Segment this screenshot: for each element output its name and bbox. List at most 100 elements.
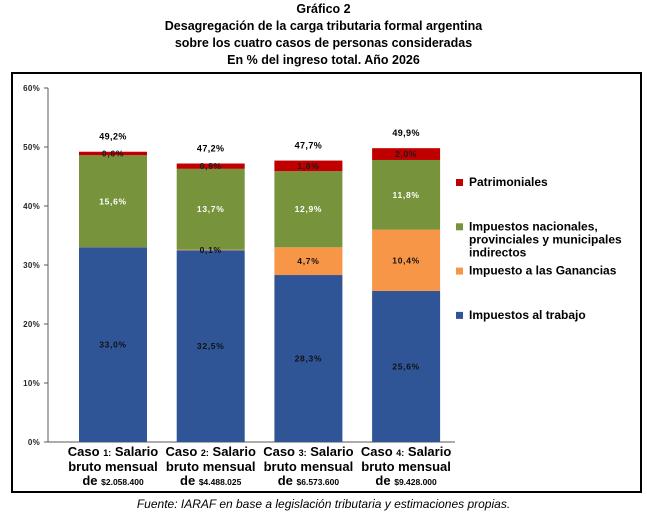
bar-segment-impuestos-al-trabajo xyxy=(372,290,441,442)
y-tick-label: 30% xyxy=(23,261,40,270)
case-word: Caso xyxy=(166,444,201,459)
data-label-patrimoniales: 2,0% xyxy=(395,149,417,159)
legend-label-line: Impuesto a las Ganancias xyxy=(469,264,617,278)
bar-segment-impuestos-nacionales-provinciales-y-municipales-indirectos xyxy=(372,159,441,230)
amount-prefix: de xyxy=(375,473,394,488)
legend-label-line: Impuestos nacionales, xyxy=(469,219,598,233)
amount-prefix: de xyxy=(82,473,101,488)
figure-label: Gráfico 2 xyxy=(296,2,351,16)
legend-item-impuesto-a-las-ganancias: Impuesto a las Ganancias xyxy=(456,264,617,278)
x-tick-label-line-2: bruto mensual xyxy=(361,459,451,474)
y-tick-label: 10% xyxy=(23,379,40,388)
y-tick-label: 0% xyxy=(28,438,40,447)
bar-segment-impuestos-al-trabajo xyxy=(79,247,147,442)
legend-label: Impuestos nacionales, provinciales y muni… xyxy=(469,219,622,259)
figure-header: Gráfico 2 Desagregación de la carga trib… xyxy=(0,1,647,69)
data-label-impuestos-nacionales-provinciales-y-municipales-indirectos: 13,7% xyxy=(197,204,225,214)
y-tick-label: 20% xyxy=(23,320,40,329)
data-label-patrimoniales: 0,6% xyxy=(102,148,124,158)
salary-amount: $9.428.000 xyxy=(394,477,437,487)
salary-word: Salario xyxy=(307,444,354,459)
data-label-impuestos-al-trabajo: 25,6% xyxy=(392,361,420,371)
bar-segment-impuesto-a-las-ganancias xyxy=(176,249,245,251)
total-label: 47,2% xyxy=(197,144,225,154)
bar-segment-impuestos-al-trabajo xyxy=(176,250,245,442)
case-number: 1: xyxy=(103,448,111,458)
bar-segment-impuesto-a-las-ganancias xyxy=(274,247,343,276)
salary-word: Salario xyxy=(404,444,451,459)
total-label: 49,9% xyxy=(392,128,420,138)
x-tick-label-line-2: bruto mensual xyxy=(264,459,354,474)
case-word: Caso xyxy=(68,444,103,459)
data-label-patrimoniales: 1,8% xyxy=(297,161,319,171)
data-label-impuestos-al-trabajo: 32,5% xyxy=(197,341,225,351)
data-label-impuestos-nacionales-provinciales-y-municipales-indirectos: 15,6% xyxy=(99,196,127,206)
bar-stack-2 xyxy=(176,163,245,442)
x-tick-label-line-1: Caso 1: Salario xyxy=(68,444,158,459)
data-label-impuestos-nacionales-provinciales-y-municipales-indirectos: 12,9% xyxy=(295,204,323,214)
data-label-impuesto-a-las-ganancias: 10,4% xyxy=(392,255,420,265)
legend-label-line: Impuestos al trabajo xyxy=(469,308,586,322)
case-number: 3: xyxy=(299,448,307,458)
chart-subtitle: En % del ingreso total. Año 2026 xyxy=(227,53,420,67)
bar-segment-patrimoniales xyxy=(176,163,245,169)
legend-label: Impuestos al trabajo xyxy=(469,308,586,322)
salary-word: Salario xyxy=(209,444,256,459)
legend-swatch xyxy=(456,179,463,186)
case-number: 2: xyxy=(201,448,209,458)
x-tick-label-line-1: Caso 4: Salario xyxy=(361,444,451,459)
legend-swatch xyxy=(456,223,463,231)
legend-label: Patrimoniales xyxy=(469,175,548,189)
legend: Patrimoniales Impuestos nacionales, provin… xyxy=(456,175,622,322)
bar-segment-impuestos-nacionales-provinciales-y-municipales-indirectos xyxy=(274,171,343,248)
bar-segment-patrimoniales xyxy=(372,148,441,160)
y-tick-label: 40% xyxy=(23,202,40,211)
y-tick-label: 60% xyxy=(23,84,40,93)
y-tick-label: 50% xyxy=(23,143,40,152)
data-label-impuesto-a-las-ganancias: 4,7% xyxy=(297,256,319,266)
legend-item-impuestos-al-trabajo: Impuestos al trabajo xyxy=(456,308,586,322)
x-tick-label-line-2: bruto mensual xyxy=(166,459,256,474)
bar-segment-impuestos-al-trabajo xyxy=(274,275,343,442)
legend-label: Impuesto a las Ganancias xyxy=(469,264,617,278)
x-tick-label-line-2: bruto mensual xyxy=(68,459,158,474)
y-ticks: 0% 10% 20% 30% 40% 50% 60% xyxy=(23,84,48,447)
amount-prefix: de xyxy=(180,473,199,488)
bar-segment-patrimoniales xyxy=(274,160,343,172)
salary-amount: $6.573.600 xyxy=(297,477,340,487)
bars xyxy=(79,148,441,442)
x-tick-label-line-1: Caso 3: Salario xyxy=(263,444,353,459)
data-label-impuesto-a-las-ganancias: 0,1% xyxy=(200,245,222,255)
bar-segment-impuestos-nacionales-provinciales-y-municipales-indirectos xyxy=(176,168,245,250)
x-tick-label-line-3: de $4.488.025 xyxy=(180,473,242,488)
legend-swatch xyxy=(456,311,463,319)
chart-frame xyxy=(11,72,642,493)
bar-stack-1 xyxy=(79,151,147,442)
legend-item-impuestos-nacionales-provinciales-y-municipales-indirectos: Impuestos nacionales, provinciales y muni… xyxy=(456,219,622,259)
bar-segment-impuestos-nacionales-provinciales-y-municipales-indirectos xyxy=(79,155,147,248)
case-word: Caso xyxy=(361,444,396,459)
bar-stack-4 xyxy=(372,148,441,442)
legend-label-line: Patrimoniales xyxy=(469,175,548,189)
bar-segment-impuesto-a-las-ganancias xyxy=(372,229,441,291)
legend-swatch xyxy=(456,267,463,275)
total-labels: 49,2% 47,2% 47,7% 49,9% xyxy=(99,128,420,154)
bar-segment-patrimoniales xyxy=(79,151,147,156)
salary-amount: $4.488.025 xyxy=(199,477,242,487)
data-label-patrimoniales: 0,9% xyxy=(200,161,222,171)
amount-prefix: de xyxy=(278,473,297,488)
bar-stack-3 xyxy=(274,160,343,442)
legend-label-line: provinciales y municipales xyxy=(469,232,622,246)
source-note: Fuente: IARAF en base a legislación trib… xyxy=(136,497,511,511)
salary-word: Salario xyxy=(111,444,158,459)
legend-label-line: indirectos xyxy=(469,245,527,259)
x-tick-label-line-3: de $6.573.600 xyxy=(278,473,340,488)
case-word: Caso xyxy=(263,444,298,459)
data-label-impuestos-nacionales-provinciales-y-municipales-indirectos: 11,8% xyxy=(393,190,420,200)
x-tick-label-line-1: Caso 2: Salario xyxy=(166,444,256,459)
